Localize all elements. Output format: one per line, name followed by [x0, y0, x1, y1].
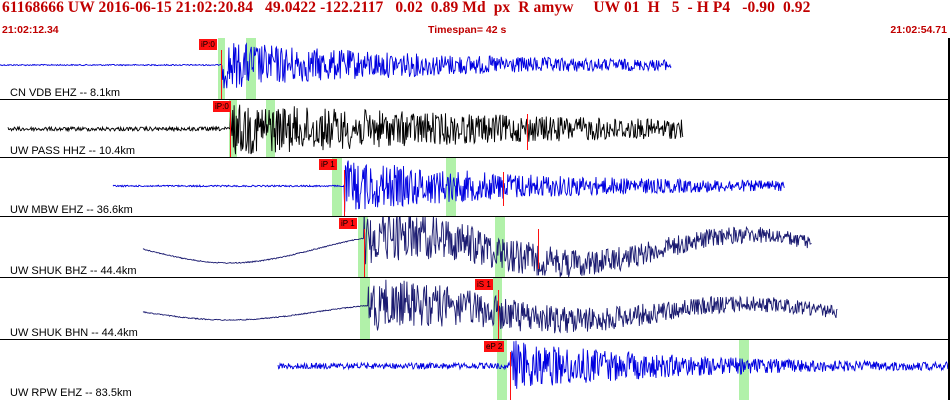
panel-divider	[0, 157, 950, 158]
waveform-line	[142, 279, 838, 334]
panel-divider	[0, 99, 950, 100]
station-label: UW RPW EHZ -- 83.5km	[10, 387, 132, 399]
waveform-line	[142, 217, 812, 278]
waveform-line	[112, 160, 785, 212]
trace-panel-pass[interactable]: iP:0 UW PASS HHZ -- 10.4km	[0, 100, 950, 158]
station-label: UW PASS HHZ -- 10.4km	[10, 145, 136, 157]
station-label: UW MBW EHZ -- 36.6km	[10, 204, 133, 216]
window-edge	[948, 38, 950, 400]
end-time: 21:02:54.71	[890, 24, 947, 36]
pick-marker[interactable]: iP:0	[199, 39, 217, 50]
pick-marker[interactable]: iP 1	[339, 218, 357, 229]
station-label: UW SHUK BHZ -- 44.4km	[10, 265, 137, 277]
trace-panel-shuk-bhn[interactable]: iS 1 UW SHUK BHN -- 44.4km	[0, 278, 950, 340]
trace-panel-mbw[interactable]: iP 1 UW MBW EHZ -- 36.6km	[0, 158, 950, 217]
pick-window	[497, 340, 507, 400]
trace-panel-shuk-bhz[interactable]: iP 1 UW SHUK BHZ -- 44.4km	[0, 217, 950, 278]
pick-window	[246, 38, 256, 100]
pick-line	[498, 290, 499, 340]
pick-window	[358, 217, 368, 278]
pick-window	[332, 158, 342, 217]
seismogram-trace-icon	[112, 160, 785, 212]
station-label: CN VDB EHZ -- 8.1km	[10, 87, 121, 99]
pick-marker[interactable]: eP 2	[484, 341, 505, 352]
pick-marker[interactable]: iP:0	[213, 101, 231, 112]
seismogram-trace-icon	[142, 279, 838, 334]
trace-panel-vdb[interactable]: iP:0 CN VDB EHZ -- 8.1km	[0, 38, 950, 100]
seismogram-panels[interactable]: iP:0 CN VDB EHZ -- 8.1km iP:0 UW PASS HH…	[0, 38, 950, 400]
waveform-line	[7, 104, 684, 155]
seismogram-trace-icon	[277, 340, 949, 389]
amplitude-marker	[538, 229, 539, 269]
seismogram-trace-icon	[142, 217, 812, 278]
start-time: 21:02:12.34	[2, 24, 59, 36]
waveform-line	[277, 340, 949, 389]
amplitude-marker	[503, 172, 504, 206]
pick-line	[344, 170, 345, 217]
pick-marker[interactable]: iP 1	[319, 159, 337, 170]
pick-marker[interactable]: iS 1	[475, 279, 493, 290]
timespan-label: Timespan= 42 s	[428, 24, 507, 36]
event-summary-title: 61168666 UW 2016-06-15 21:02:20.84 49.04…	[2, 0, 811, 16]
event-header: 61168666 UW 2016-06-15 21:02:20.84 49.04…	[0, 0, 950, 36]
panel-divider	[0, 277, 950, 278]
pick-line	[221, 50, 222, 100]
seismogram-trace-icon	[7, 104, 684, 155]
panel-divider	[0, 339, 950, 340]
seismogram-trace-icon	[0, 42, 672, 89]
pick-line	[364, 229, 365, 278]
trace-panel-rpw[interactable]: eP 2 UW RPW EHZ -- 83.5km	[0, 340, 950, 400]
pick-window	[360, 278, 370, 340]
pick-line	[230, 112, 231, 158]
panel-divider	[0, 216, 950, 217]
waveform-line	[0, 42, 672, 89]
station-label: UW SHUK BHN -- 44.4km	[10, 327, 138, 339]
pick-line	[510, 352, 511, 400]
amplitude-marker	[527, 114, 528, 150]
